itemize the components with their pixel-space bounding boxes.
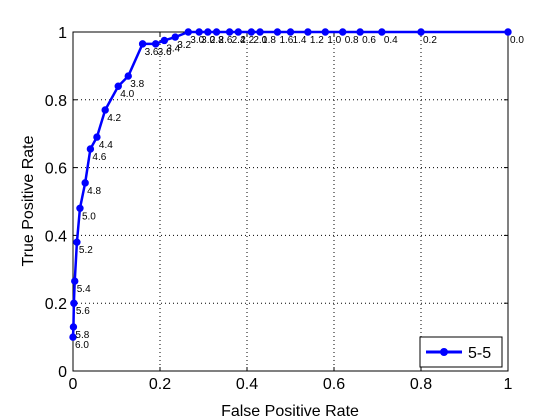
- point-label: 2.2: [240, 35, 254, 46]
- point-label: 3.0: [190, 35, 204, 46]
- point-label: 3.4: [166, 43, 180, 54]
- data-point: [70, 299, 78, 307]
- data-point: [195, 28, 203, 36]
- point-label: 0.2: [423, 35, 437, 46]
- series-layer: [69, 28, 512, 341]
- data-point: [504, 28, 512, 36]
- point-label: 0.6: [362, 35, 376, 46]
- y-tick-label: 0.6: [45, 161, 67, 178]
- data-point: [160, 36, 169, 45]
- point-label: 3.2: [177, 40, 191, 51]
- data-point: [101, 106, 109, 114]
- data-point: [212, 28, 221, 36]
- point-label: 0.0: [510, 35, 524, 46]
- data-point: [234, 28, 243, 36]
- point-label: 5.6: [76, 306, 90, 317]
- data-point: [114, 82, 122, 90]
- data-point: [204, 28, 212, 36]
- point-label: 3.6: [145, 47, 159, 58]
- point-label: 4.4: [99, 140, 113, 151]
- data-point: [69, 333, 77, 341]
- data-point: [71, 277, 79, 285]
- x-tick-label: 0.6: [323, 376, 345, 393]
- point-label: 4.0: [120, 89, 134, 100]
- point-label: 0.4: [384, 35, 398, 46]
- y-tick-label: 0.8: [45, 93, 67, 110]
- legend-marker: [440, 348, 448, 356]
- data-point: [273, 28, 282, 36]
- point-label: 2.6: [219, 35, 233, 46]
- series-line: [71, 30, 508, 338]
- data-point: [184, 28, 192, 36]
- point-label: 3.0: [201, 35, 215, 46]
- point-label: 1.2: [310, 35, 324, 46]
- data-point: [247, 28, 256, 36]
- legend-label: 5-5: [468, 345, 491, 362]
- data-point: [321, 28, 329, 36]
- x-tick-label: 0: [69, 376, 78, 393]
- data-point: [73, 238, 81, 246]
- point-label: 5.8: [75, 330, 89, 341]
- data-point: [378, 28, 386, 36]
- grid: [73, 32, 508, 371]
- x-tick-label: 0.4: [236, 376, 258, 393]
- data-point: [225, 28, 234, 36]
- data-point: [286, 28, 295, 36]
- point-label: 1.6: [279, 35, 293, 46]
- point-label: 4.2: [107, 113, 121, 124]
- data-point: [81, 179, 89, 187]
- point-label: 5.2: [79, 245, 93, 256]
- data-point: [93, 133, 101, 141]
- point-label: 0.8: [345, 35, 359, 46]
- y-tick-label: 0: [58, 364, 67, 381]
- data-point: [356, 28, 364, 36]
- data-point: [256, 28, 264, 36]
- x-tick-label: 0.2: [149, 376, 171, 393]
- data-point: [304, 28, 312, 36]
- point-label: 5.4: [77, 284, 91, 295]
- data-point: [86, 145, 95, 153]
- legend: 5-5: [419, 336, 503, 368]
- point-label: 1.8: [262, 35, 276, 46]
- point-label: 4.8: [87, 186, 101, 197]
- point-label: 5.0: [82, 211, 96, 222]
- point-label: 3.6: [158, 47, 172, 58]
- data-point: [69, 323, 78, 331]
- point-label: 1.0: [327, 35, 341, 46]
- point-label: 2.4: [232, 35, 246, 46]
- point-label: 4.6: [92, 152, 106, 163]
- data-point: [151, 40, 160, 48]
- y-tick-label: 0.4: [45, 228, 67, 245]
- y-tick-label: 1: [58, 25, 67, 42]
- point-label: 3.8: [130, 79, 144, 90]
- data-point: [171, 33, 179, 41]
- data-point: [138, 40, 147, 48]
- data-point: [124, 72, 132, 80]
- x-tick-label: 1: [504, 376, 513, 393]
- y-tick-label: 0.2: [45, 296, 67, 313]
- data-point: [417, 28, 425, 36]
- x-tick-label: 0.8: [410, 376, 432, 393]
- point-label: 6.0: [75, 340, 89, 351]
- data-point: [339, 28, 347, 36]
- point-label: 2.8: [210, 35, 224, 46]
- point-label: 2.0: [253, 35, 267, 46]
- data-point: [76, 204, 84, 212]
- point-labels: 0.00.20.40.60.81.01.21.41.61.82.02.22.42…: [75, 35, 524, 351]
- y-axis-title: True Positive Rate: [20, 135, 37, 266]
- point-label: 1.4: [293, 35, 307, 46]
- x-axis-title: False Positive Rate: [221, 403, 359, 420]
